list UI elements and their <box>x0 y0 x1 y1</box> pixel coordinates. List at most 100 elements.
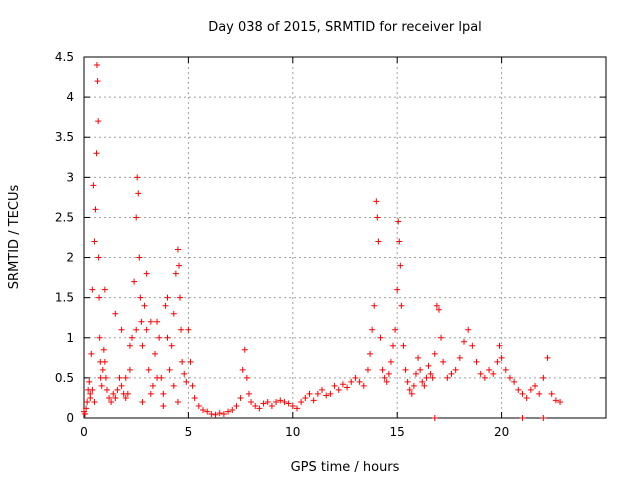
data-point <box>494 358 501 365</box>
data-point <box>519 415 526 421</box>
data-point <box>233 402 240 409</box>
data-point <box>417 366 424 373</box>
data-point <box>160 402 167 409</box>
data-point <box>95 118 102 125</box>
data-point <box>172 270 179 277</box>
data-point <box>92 206 99 213</box>
data-point <box>364 366 371 373</box>
data-point <box>252 402 259 409</box>
data-point <box>397 262 404 269</box>
data-point <box>108 398 115 405</box>
data-point <box>200 406 207 413</box>
data-point <box>87 394 94 401</box>
y-tick-label: 4 <box>66 90 74 104</box>
data-point <box>114 386 121 393</box>
data-point <box>154 374 161 381</box>
data-point <box>377 334 384 341</box>
data-point <box>344 384 351 391</box>
y-tick-label: 1 <box>66 331 74 345</box>
data-point <box>273 398 280 405</box>
data-point <box>438 334 445 341</box>
data-point <box>408 390 415 397</box>
data-point <box>285 400 292 407</box>
data-point <box>498 354 505 361</box>
data-point <box>126 366 133 373</box>
y-tick-label: 4.5 <box>55 50 74 64</box>
data-point <box>277 397 284 404</box>
x-tick-label: 10 <box>285 425 300 439</box>
data-point <box>139 342 146 349</box>
data-point <box>195 402 202 409</box>
data-point <box>314 390 321 397</box>
data-point <box>410 382 417 389</box>
data-point <box>83 405 90 412</box>
data-point <box>245 390 252 397</box>
data-point <box>448 370 455 377</box>
data-point <box>427 370 434 377</box>
data-point <box>176 262 183 269</box>
data-point <box>241 346 248 353</box>
data-point <box>166 366 173 373</box>
data-point <box>465 326 472 333</box>
data-point <box>187 358 194 365</box>
data-point <box>327 390 334 397</box>
data-point <box>116 374 123 381</box>
data-point <box>402 366 409 373</box>
data-point <box>143 326 150 333</box>
data-point <box>133 214 140 221</box>
data-point <box>141 302 148 309</box>
data-point <box>369 326 376 333</box>
data-point <box>260 400 267 407</box>
data-point <box>473 358 480 365</box>
data-point <box>527 386 534 393</box>
data-point <box>383 378 390 385</box>
data-point <box>390 342 397 349</box>
data-point <box>461 338 468 345</box>
srmtid-series <box>81 62 564 421</box>
data-point <box>170 310 177 317</box>
data-point <box>544 354 551 361</box>
data-point <box>415 354 422 361</box>
plot-frame <box>83 56 607 419</box>
y-axis-ticks: 0 0.5 1 1.5 2 2.5 3 3.5 4 4.5 <box>55 50 606 425</box>
data-point <box>112 310 119 317</box>
data-point <box>131 278 138 285</box>
data-point <box>154 318 161 325</box>
data-point <box>310 397 317 404</box>
data-point <box>379 366 386 373</box>
data-point <box>133 326 140 333</box>
data-point <box>95 254 102 261</box>
data-point <box>164 334 171 341</box>
data-point <box>89 286 96 293</box>
data-point <box>536 390 543 397</box>
data-point <box>216 410 223 417</box>
data-point <box>511 378 518 385</box>
data-point <box>387 358 394 365</box>
data-point <box>118 382 125 389</box>
data-point <box>395 218 402 225</box>
data-point <box>490 370 497 377</box>
data-point <box>367 350 374 357</box>
data-point <box>335 386 342 393</box>
data-point <box>302 394 309 401</box>
data-point <box>137 294 144 301</box>
data-point <box>91 238 98 245</box>
x-axis-ticks: 0 5 10 15 20 <box>80 57 509 439</box>
data-point <box>381 374 388 381</box>
data-point <box>204 408 211 415</box>
data-point <box>208 410 215 417</box>
y-tick-label: 1.5 <box>55 291 74 305</box>
data-point <box>82 410 89 417</box>
data-point <box>112 394 119 401</box>
data-point <box>93 150 100 157</box>
data-point <box>160 390 167 397</box>
data-point <box>225 408 232 415</box>
data-point <box>519 390 526 397</box>
data-point <box>110 390 117 397</box>
data-point <box>431 415 438 421</box>
data-point <box>419 378 426 385</box>
y-gridlines <box>84 96 606 379</box>
data-point <box>502 366 509 373</box>
data-point <box>89 386 96 393</box>
